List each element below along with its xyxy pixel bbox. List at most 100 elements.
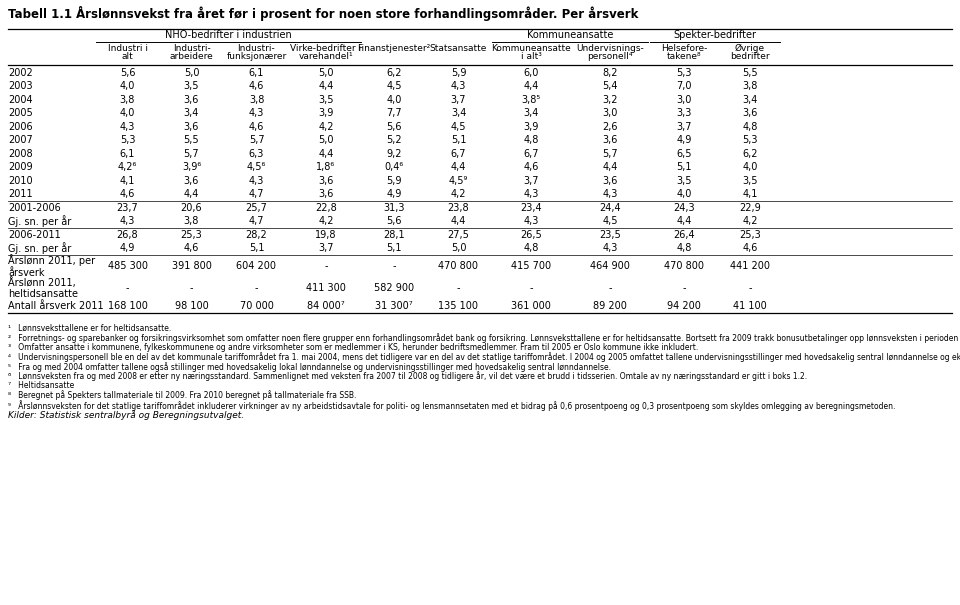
Text: 5,3: 5,3	[120, 136, 135, 145]
Text: 5,6: 5,6	[386, 216, 401, 226]
Text: personell⁴: personell⁴	[588, 52, 633, 61]
Text: 4,2: 4,2	[319, 122, 334, 132]
Text: 4,4: 4,4	[602, 162, 617, 172]
Text: 4,6: 4,6	[249, 81, 264, 91]
Text: 2004: 2004	[8, 95, 33, 105]
Text: 4,4: 4,4	[319, 81, 334, 91]
Text: Kommuneansatte: Kommuneansatte	[492, 44, 571, 53]
Text: NHO-bedrifter i industrien: NHO-bedrifter i industrien	[165, 30, 292, 40]
Text: 3,8: 3,8	[120, 95, 135, 105]
Text: 4,3: 4,3	[120, 216, 135, 226]
Text: 6,2: 6,2	[742, 149, 757, 159]
Text: 4,0: 4,0	[742, 162, 757, 172]
Text: 2,6: 2,6	[602, 122, 617, 132]
Text: 3,0: 3,0	[602, 108, 617, 118]
Text: 2008: 2008	[8, 149, 33, 159]
Text: Årslønn 2011,
heltidsansatte: Årslønn 2011, heltidsansatte	[8, 276, 78, 299]
Text: 3,5: 3,5	[676, 175, 692, 186]
Text: 4,3: 4,3	[523, 189, 539, 199]
Text: 4,3: 4,3	[602, 189, 617, 199]
Text: varehandel¹: varehandel¹	[299, 52, 353, 61]
Text: 2001-2006: 2001-2006	[8, 203, 60, 213]
Text: 470 800: 470 800	[439, 261, 478, 271]
Text: ¹   Lønnsveksttallene er for heltidsansatte.: ¹ Lønnsveksttallene er for heltidsansatt…	[8, 324, 171, 333]
Text: 5,6: 5,6	[386, 122, 401, 132]
Text: 3,5: 3,5	[183, 81, 200, 91]
Text: Kilder: Statistisk sentralbyrå og Beregningsutvalget.: Kilder: Statistisk sentralbyrå og Beregn…	[8, 410, 244, 420]
Text: 168 100: 168 100	[108, 301, 148, 311]
Text: 361 000: 361 000	[511, 301, 551, 311]
Text: 22,9: 22,9	[739, 203, 761, 213]
Text: 3,6: 3,6	[319, 189, 334, 199]
Text: 5,7: 5,7	[183, 149, 200, 159]
Text: 4,0: 4,0	[386, 95, 401, 105]
Text: 4,7: 4,7	[249, 216, 264, 226]
Text: 4,4: 4,4	[451, 162, 467, 172]
Text: ⁸   Beregnet på Spekters tallmateriale til 2009. Fra 2010 beregnet på tallmateri: ⁸ Beregnet på Spekters tallmateriale til…	[8, 390, 356, 401]
Text: 4,2: 4,2	[319, 216, 334, 226]
Text: 19,8: 19,8	[315, 230, 337, 240]
Text: 4,6: 4,6	[249, 122, 264, 132]
Text: 2010: 2010	[8, 175, 33, 186]
Text: 3,3: 3,3	[676, 108, 692, 118]
Text: 5,1: 5,1	[249, 243, 264, 253]
Text: 4,8: 4,8	[523, 136, 539, 145]
Text: 6,5: 6,5	[676, 149, 692, 159]
Text: 4,4: 4,4	[183, 189, 199, 199]
Text: 3,4: 3,4	[523, 108, 539, 118]
Text: 4,9: 4,9	[386, 189, 401, 199]
Text: 5,9: 5,9	[386, 175, 401, 186]
Text: 5,7: 5,7	[249, 136, 264, 145]
Text: 3,5: 3,5	[319, 95, 334, 105]
Text: Øvrige: Øvrige	[735, 44, 765, 53]
Text: 5,2: 5,2	[386, 136, 402, 145]
Text: 3,9⁶: 3,9⁶	[181, 162, 202, 172]
Text: 2006-2011: 2006-2011	[8, 230, 60, 240]
Text: 84 000⁷: 84 000⁷	[307, 301, 345, 311]
Text: -: -	[324, 261, 327, 271]
Text: 5,3: 5,3	[676, 68, 692, 78]
Text: 23,4: 23,4	[520, 203, 541, 213]
Text: 4,5⁶: 4,5⁶	[247, 162, 266, 172]
Text: 3,8⁵: 3,8⁵	[521, 95, 540, 105]
Text: 4,0: 4,0	[120, 81, 135, 91]
Text: -: -	[609, 283, 612, 293]
Text: 4,0: 4,0	[120, 108, 135, 118]
Text: Statsansatte: Statsansatte	[430, 44, 487, 53]
Text: 8,2: 8,2	[602, 68, 617, 78]
Text: 94 200: 94 200	[667, 301, 701, 311]
Text: Gj. sn. per år: Gj. sn. per år	[8, 242, 71, 254]
Text: 464 900: 464 900	[590, 261, 630, 271]
Text: Finanstjenester²: Finanstjenester²	[357, 44, 431, 53]
Text: Spekter-bedrifter: Spekter-bedrifter	[674, 30, 756, 40]
Text: 4,3: 4,3	[120, 122, 135, 132]
Text: ²   Forretnings- og sparebanker og forsikringsvirksomhet som omfatter noen flere: ² Forretnings- og sparebanker og forsikr…	[8, 333, 960, 344]
Text: Tabell 1.1 Årslønnsvekst fra året før i prosent for noen store forhandlingsområd: Tabell 1.1 Årslønnsvekst fra året før i …	[8, 6, 638, 21]
Text: 4,4: 4,4	[319, 149, 334, 159]
Text: 3,6: 3,6	[602, 175, 617, 186]
Text: 4,2: 4,2	[451, 189, 467, 199]
Text: 0,4⁶: 0,4⁶	[384, 162, 403, 172]
Text: 5,7: 5,7	[602, 149, 618, 159]
Text: 31,3: 31,3	[383, 203, 405, 213]
Text: 5,0: 5,0	[319, 68, 334, 78]
Text: -: -	[393, 261, 396, 271]
Text: 3,9: 3,9	[523, 122, 539, 132]
Text: 3,0: 3,0	[676, 95, 692, 105]
Text: 5,9: 5,9	[451, 68, 467, 78]
Text: 26,4: 26,4	[673, 230, 695, 240]
Text: 3,6: 3,6	[183, 95, 199, 105]
Text: Kommuneansatte: Kommuneansatte	[527, 30, 613, 40]
Text: 4,2: 4,2	[742, 216, 757, 226]
Text: 441 200: 441 200	[730, 261, 770, 271]
Text: 24,4: 24,4	[599, 203, 621, 213]
Text: 4,5⁹: 4,5⁹	[449, 175, 468, 186]
Text: 4,9: 4,9	[120, 243, 135, 253]
Text: 4,8: 4,8	[742, 122, 757, 132]
Text: 3,4: 3,4	[451, 108, 467, 118]
Text: Gj. sn. per år: Gj. sn. per år	[8, 215, 71, 227]
Text: 4,5: 4,5	[451, 122, 467, 132]
Text: 70 000: 70 000	[240, 301, 274, 311]
Text: 28,1: 28,1	[383, 230, 405, 240]
Text: -: -	[457, 283, 460, 293]
